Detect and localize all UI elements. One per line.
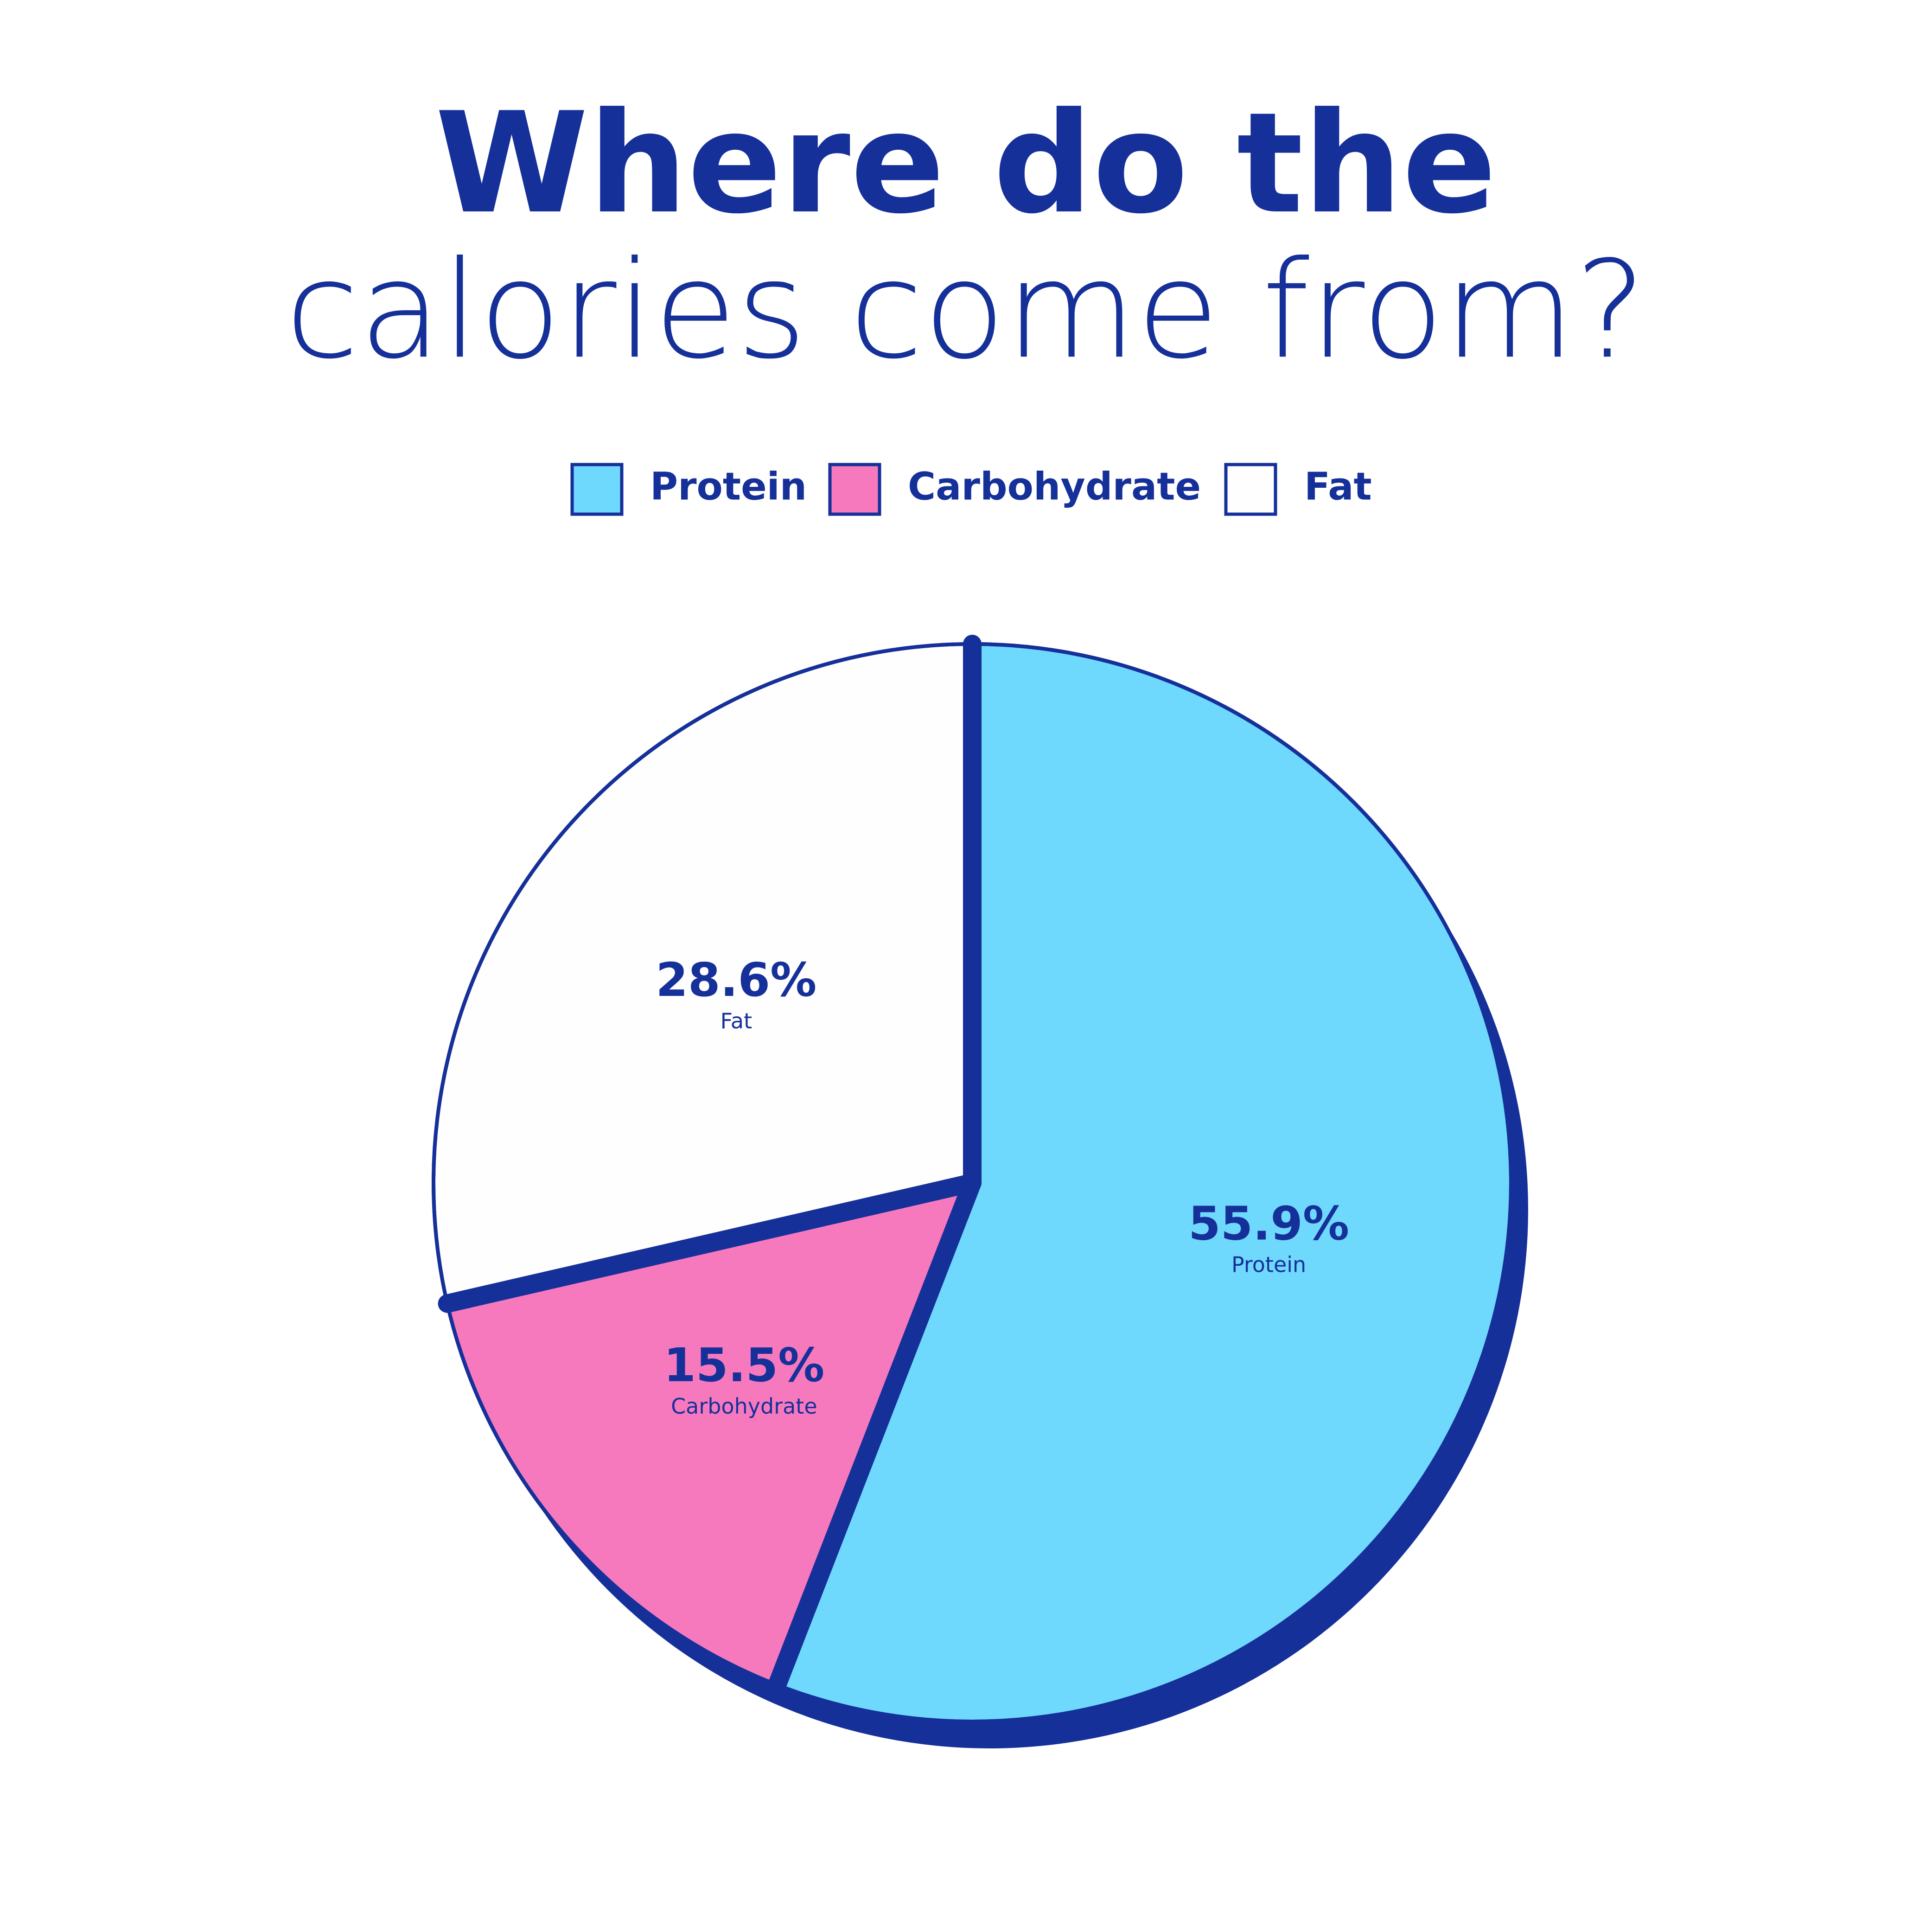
- legend-swatch: [1224, 463, 1277, 516]
- chart-title-line: Where do the: [435, 83, 1497, 244]
- slice-divider: [438, 1173, 982, 1313]
- legend-label: Carbohydrate: [908, 465, 1201, 509]
- legend-label: Fat: [1304, 465, 1372, 509]
- legend-label: Protein: [650, 465, 807, 509]
- slice-value-label: 15.5%: [663, 1338, 824, 1392]
- slice-value-label: 28.6%: [656, 953, 816, 1007]
- slice-category-label: Protein: [1231, 1252, 1306, 1277]
- chart-title-line: calories come from?: [285, 232, 1646, 389]
- slice-category-label: Carbohydrate: [671, 1394, 817, 1419]
- legend: Protein Carbohydrate Fat: [570, 463, 1372, 516]
- slice-category-label: Fat: [721, 1008, 752, 1033]
- legend-swatch: [570, 463, 624, 516]
- pie: 55.9%Protein 15.5%Carbohydrate 28.6%Fat: [432, 635, 1528, 1748]
- legend-swatch: [828, 463, 881, 516]
- slice-divider: [768, 1173, 982, 1695]
- slice-value-label: 55.9%: [1188, 1196, 1349, 1250]
- pie-outline: [432, 642, 1513, 1723]
